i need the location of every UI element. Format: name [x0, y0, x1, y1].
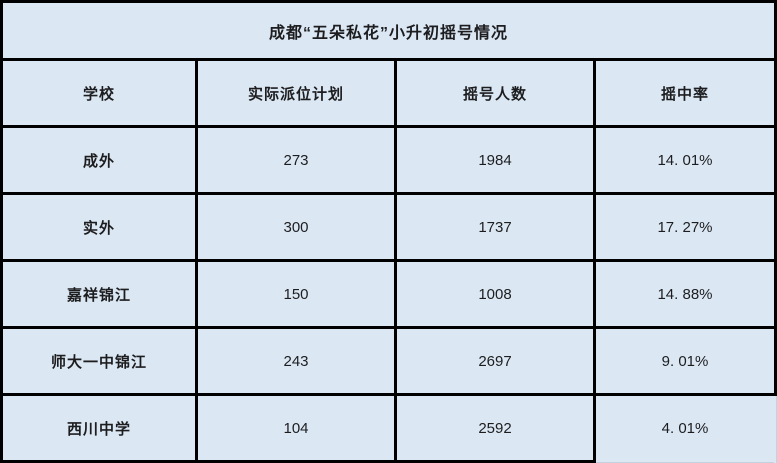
cell-plan: 273: [198, 128, 394, 192]
cell-school: 师大一中锦江: [3, 329, 195, 393]
cell-plan: 104: [198, 396, 394, 460]
table-title: 成都“五朵私花”小升初摇号情况: [3, 3, 774, 58]
cell-school: 嘉祥锦江: [3, 262, 195, 326]
cell-rate: 17. 27%: [596, 195, 774, 259]
column-header-school: 学校: [3, 61, 195, 125]
cell-plan: 300: [198, 195, 394, 259]
cell-rate: 14. 88%: [596, 262, 774, 326]
cell-applicants: 1008: [397, 262, 593, 326]
cell-school: 实外: [3, 195, 195, 259]
column-header-applicants: 摇号人数: [397, 61, 593, 125]
cell-school: 成外: [3, 128, 195, 192]
column-header-rate: 摇中率: [596, 61, 774, 125]
cell-applicants: 1737: [397, 195, 593, 259]
cell-rate: 4. 01%: [596, 396, 774, 460]
cell-applicants: 1984: [397, 128, 593, 192]
column-header-plan: 实际派位计划: [198, 61, 394, 125]
cell-applicants: 2697: [397, 329, 593, 393]
cell-plan: 150: [198, 262, 394, 326]
cell-applicants: 2592: [397, 396, 593, 460]
cell-plan: 243: [198, 329, 394, 393]
cell-rate: 14. 01%: [596, 128, 774, 192]
cell-school: 西川中学: [3, 396, 195, 460]
cell-rate: 9. 01%: [596, 329, 774, 393]
